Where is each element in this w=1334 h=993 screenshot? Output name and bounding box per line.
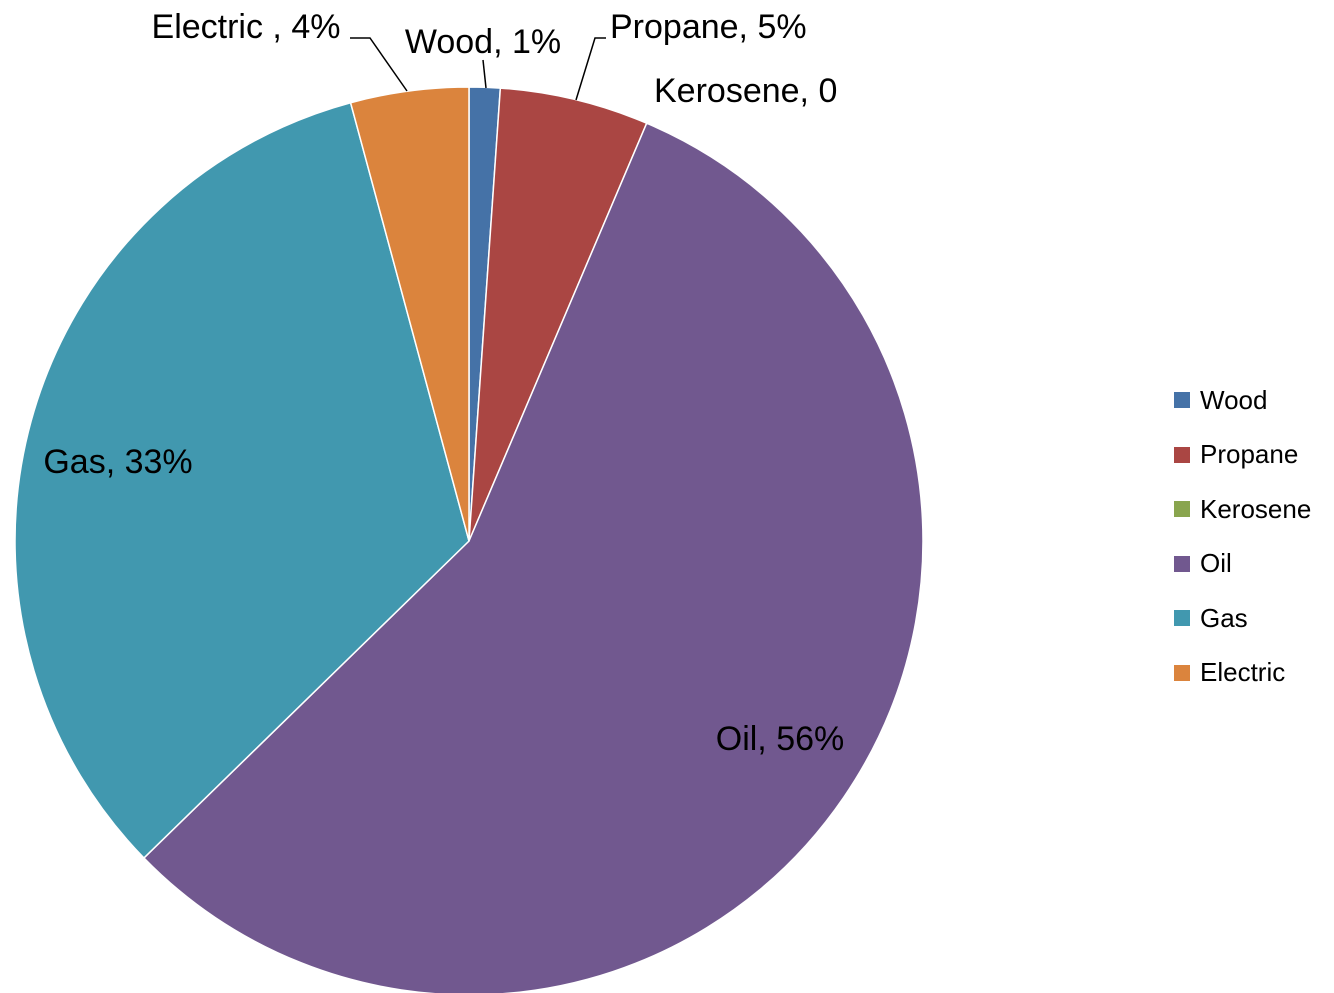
data-label-oil: Oil, 56% [716,720,845,758]
pie-slice-electric [349,86,470,542]
legend-label-electric: Electric [1200,657,1286,687]
legend-label-gas: Gas [1200,602,1248,633]
data-label-wood: Wood, 1% [405,23,561,61]
legend-item-propane: Propane [1174,439,1299,470]
legend-swatch-gas [1174,610,1190,626]
legend-item-kerosene: Kerosene [1174,494,1311,524]
legend-item-wood: Wood [1174,385,1267,415]
data-label-kerosene: Kerosene, 0 [654,72,837,110]
legend-item-gas: Gas [1174,603,1248,633]
legend-swatch-electric [1174,664,1190,681]
leader-line-electric [350,37,408,92]
legend-swatch-wood [1174,392,1190,408]
pie-slice-propane [468,87,648,542]
legend-swatch-kerosene [1174,501,1190,517]
data-label-propane: Propane, 5% [610,8,807,46]
data-labels: Wood, 1% Propane, 5% Kerosene, 0 Oil, 56% Ga… [43,8,844,758]
legend-swatch-oil [1174,555,1190,572]
pie-slices [14,86,924,993]
pie-slice-gas [14,101,470,860]
legend-item-electric: Electric [1174,657,1286,688]
legend-label-wood: Wood [1200,384,1268,415]
legend-label-kerosene: Kerosene [1200,493,1312,524]
pie-slice-oil [142,122,924,993]
data-label-gas: Gas, 33% [43,443,192,481]
legend-swatch-propane [1174,446,1190,463]
data-label-electric: Electric , 4% [152,8,341,46]
legend-label-oil: Oil [1200,548,1232,578]
legend-label-propane: Propane [1200,439,1299,469]
leader-line-propane [575,37,606,101]
leader-lines [350,37,606,101]
legend-item-oil: Oil [1174,548,1232,579]
leader-line-wood [482,59,487,89]
